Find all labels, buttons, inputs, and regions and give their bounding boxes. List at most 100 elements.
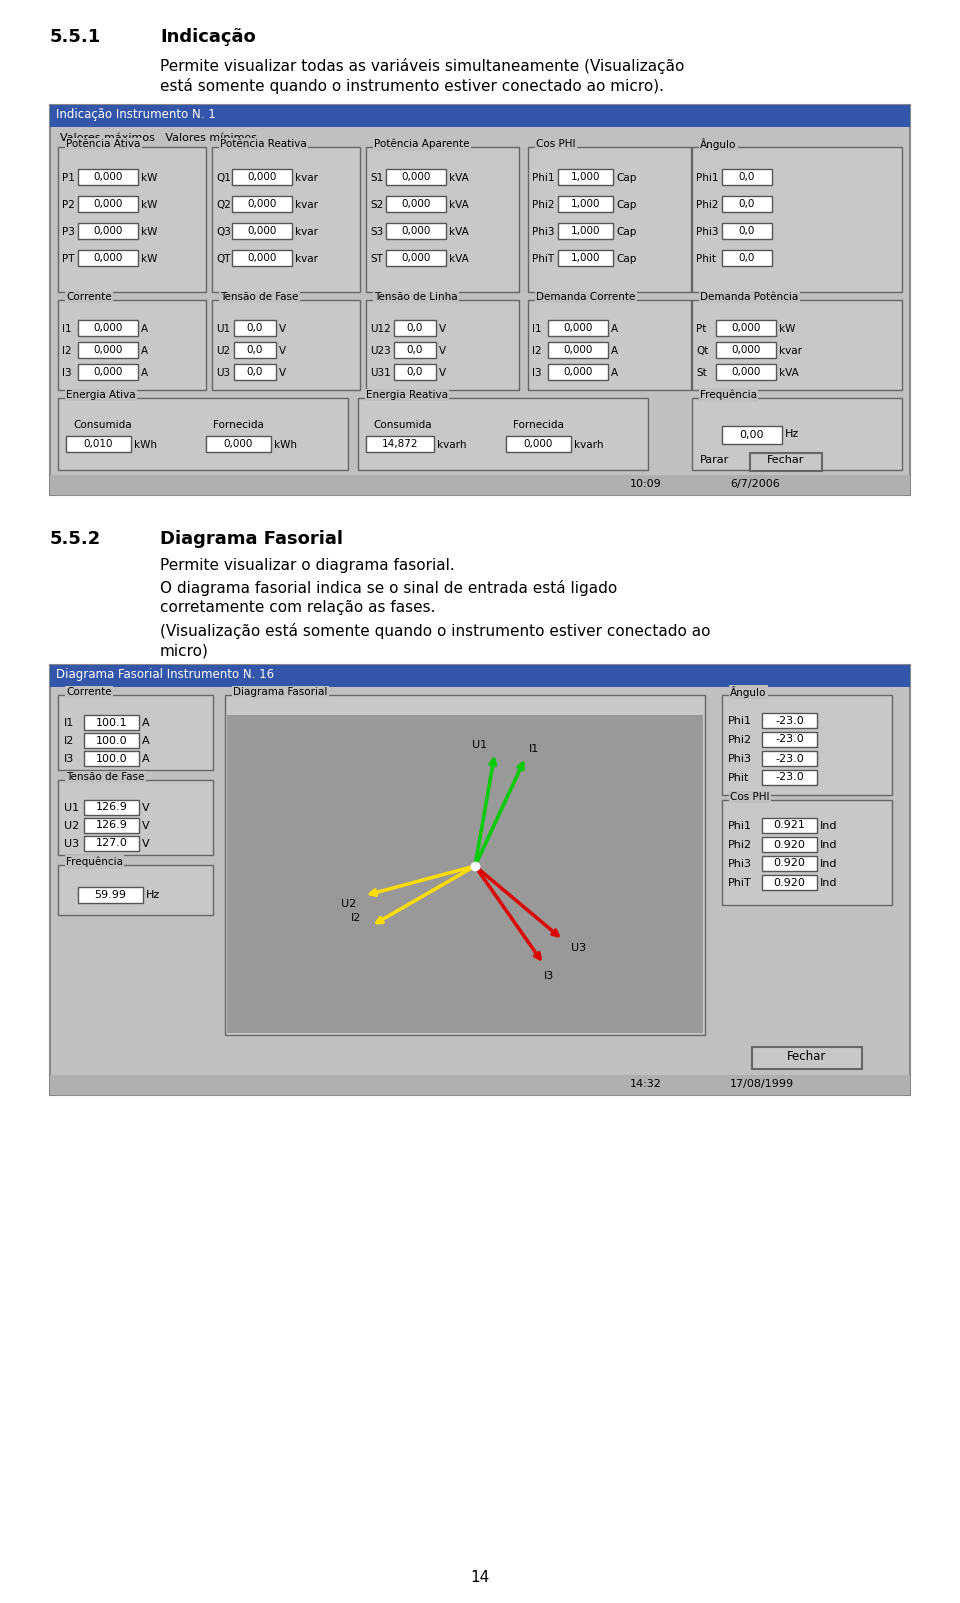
FancyBboxPatch shape <box>762 875 817 890</box>
Text: 14:32: 14:32 <box>630 1079 661 1088</box>
Text: kVA: kVA <box>449 200 468 210</box>
Text: Phi1: Phi1 <box>532 173 555 183</box>
Text: 17/08/1999: 17/08/1999 <box>730 1079 794 1088</box>
FancyBboxPatch shape <box>722 223 772 239</box>
Text: 0.920: 0.920 <box>774 840 805 850</box>
Text: V: V <box>142 803 150 813</box>
Text: Energia Reativa: Energia Reativa <box>366 390 448 401</box>
Text: 5.5.1: 5.5.1 <box>50 27 101 46</box>
Text: 100.0: 100.0 <box>96 736 128 745</box>
Text: Indicação Instrumento N. 1: Indicação Instrumento N. 1 <box>56 107 216 120</box>
Text: A: A <box>141 324 148 333</box>
Text: 0,000: 0,000 <box>93 172 123 183</box>
Text: kW: kW <box>779 324 796 333</box>
Text: 126.9: 126.9 <box>96 803 128 813</box>
Text: Parar: Parar <box>700 455 730 465</box>
Text: PT: PT <box>62 253 75 264</box>
FancyBboxPatch shape <box>558 196 613 212</box>
FancyBboxPatch shape <box>722 696 892 795</box>
Text: Ind: Ind <box>820 859 837 869</box>
FancyBboxPatch shape <box>58 696 213 769</box>
Text: 6/7/2006: 6/7/2006 <box>730 479 780 489</box>
Text: kvar: kvar <box>295 200 318 210</box>
FancyBboxPatch shape <box>50 665 910 1095</box>
Text: PhiT: PhiT <box>532 253 554 264</box>
Text: Cos PHI: Cos PHI <box>536 139 575 149</box>
Text: (Visualização está somente quando o instrumento estiver conectado ao: (Visualização está somente quando o inst… <box>160 624 710 640</box>
FancyBboxPatch shape <box>558 250 613 266</box>
FancyBboxPatch shape <box>762 769 817 785</box>
Text: 0,000: 0,000 <box>93 199 123 208</box>
Text: 0,0: 0,0 <box>407 367 423 377</box>
Text: 1,000: 1,000 <box>571 253 600 263</box>
Text: 0,000: 0,000 <box>564 345 592 354</box>
FancyBboxPatch shape <box>506 436 571 452</box>
Text: 0,0: 0,0 <box>407 322 423 333</box>
Text: Phi2: Phi2 <box>696 200 718 210</box>
Text: 0,000: 0,000 <box>93 322 123 333</box>
Text: I1: I1 <box>532 324 541 333</box>
Text: Fechar: Fechar <box>767 455 804 465</box>
Text: Ind: Ind <box>820 840 837 850</box>
Text: Fornecida: Fornecida <box>213 420 264 430</box>
Text: P1: P1 <box>62 173 75 183</box>
Text: Tensão de Linha: Tensão de Linha <box>374 292 458 301</box>
FancyBboxPatch shape <box>232 196 292 212</box>
FancyBboxPatch shape <box>716 321 776 337</box>
FancyBboxPatch shape <box>722 168 772 184</box>
FancyBboxPatch shape <box>58 866 213 915</box>
FancyBboxPatch shape <box>722 426 782 444</box>
Text: Pt: Pt <box>696 324 707 333</box>
Text: 10:09: 10:09 <box>630 479 661 489</box>
Text: V: V <box>439 346 446 356</box>
Text: Permite visualizar todas as variáveis simultaneamente (Visualização: Permite visualizar todas as variáveis si… <box>160 58 684 74</box>
Text: U3: U3 <box>216 369 230 378</box>
FancyBboxPatch shape <box>78 321 138 337</box>
FancyBboxPatch shape <box>386 196 446 212</box>
Text: Phi2: Phi2 <box>728 840 752 850</box>
FancyBboxPatch shape <box>762 750 817 766</box>
FancyBboxPatch shape <box>234 364 276 380</box>
Text: U1: U1 <box>64 803 79 813</box>
FancyBboxPatch shape <box>50 665 910 688</box>
Text: I3: I3 <box>62 369 72 378</box>
Text: 0,0: 0,0 <box>739 199 756 208</box>
Text: 1,000: 1,000 <box>571 226 600 236</box>
Text: I3: I3 <box>543 971 554 981</box>
FancyBboxPatch shape <box>762 818 817 834</box>
Text: Diagrama Fasorial: Diagrama Fasorial <box>233 688 327 697</box>
Text: 14,872: 14,872 <box>382 439 419 449</box>
Text: Phi3: Phi3 <box>696 228 718 237</box>
FancyBboxPatch shape <box>78 886 143 902</box>
Text: A: A <box>611 369 618 378</box>
Text: está somente quando o instrumento estiver conectado ao micro).: está somente quando o instrumento estive… <box>160 79 664 95</box>
Text: Ângulo: Ângulo <box>730 686 766 697</box>
FancyBboxPatch shape <box>558 223 613 239</box>
Text: Frequência: Frequência <box>700 390 757 401</box>
Text: Ind: Ind <box>820 878 837 888</box>
FancyBboxPatch shape <box>212 300 360 390</box>
Text: -23.0: -23.0 <box>775 715 804 726</box>
Text: V: V <box>279 346 286 356</box>
FancyBboxPatch shape <box>232 223 292 239</box>
Text: kvarh: kvarh <box>574 439 604 450</box>
Text: kvarh: kvarh <box>437 439 467 450</box>
Text: U2: U2 <box>342 899 356 909</box>
Text: 126.9: 126.9 <box>96 821 128 830</box>
Text: 0,000: 0,000 <box>401 199 431 208</box>
Text: 0,010: 0,010 <box>84 439 113 449</box>
Text: -23.0: -23.0 <box>775 773 804 782</box>
Text: I1: I1 <box>64 718 74 728</box>
Text: U1: U1 <box>472 739 488 750</box>
FancyBboxPatch shape <box>762 837 817 853</box>
Text: V: V <box>142 821 150 830</box>
FancyBboxPatch shape <box>366 436 434 452</box>
FancyBboxPatch shape <box>78 364 138 380</box>
Text: 0,000: 0,000 <box>248 172 276 183</box>
Text: 0,000: 0,000 <box>401 253 431 263</box>
Text: I3: I3 <box>64 753 74 765</box>
Text: corretamente com relação as fases.: corretamente com relação as fases. <box>160 600 436 616</box>
FancyBboxPatch shape <box>50 106 910 127</box>
Text: O diagrama fasorial indica se o sinal de entrada está ligado: O diagrama fasorial indica se o sinal de… <box>160 580 617 596</box>
Text: micro): micro) <box>160 643 209 657</box>
